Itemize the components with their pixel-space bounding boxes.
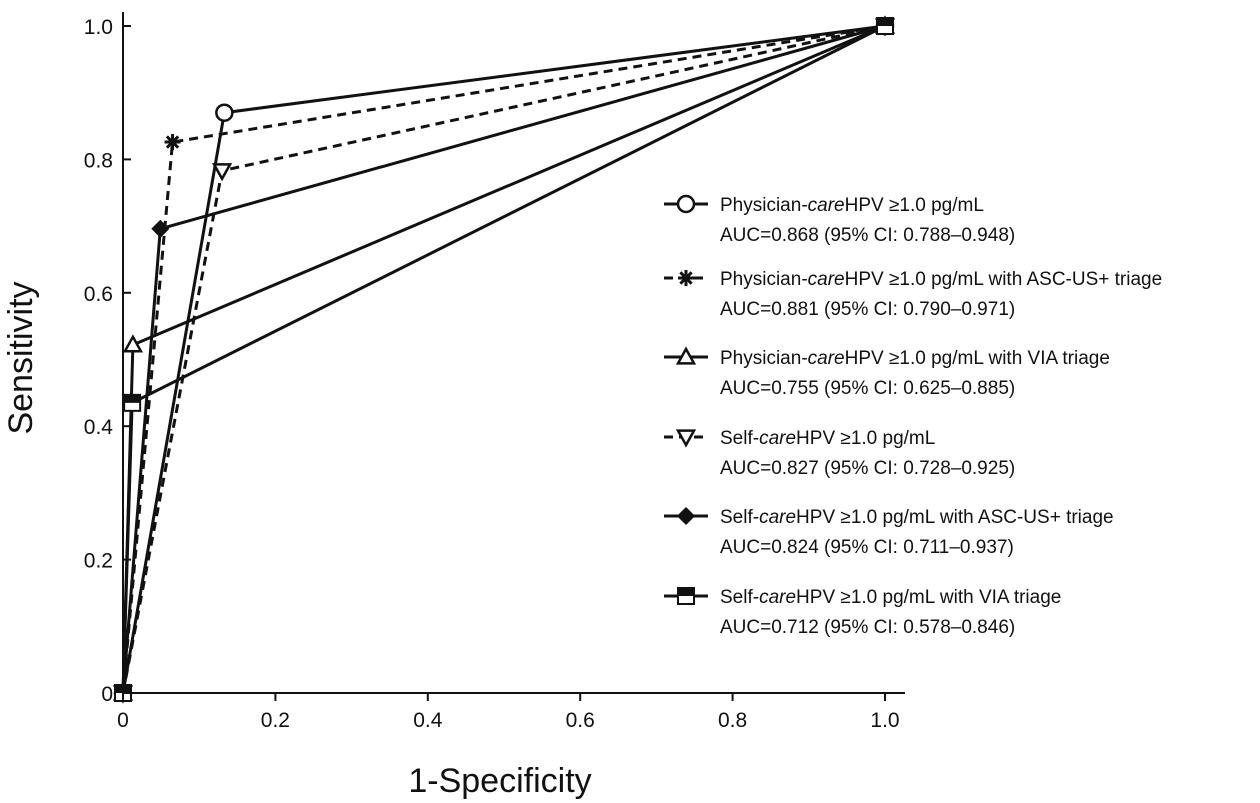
legend-label: Self-careHPV ≥1.0 pg/mL with VIA triage	[720, 587, 1061, 608]
axes-layer	[122, 12, 905, 694]
legend-label-suffix: HPV ≥1.0 pg/mL with VIA triage	[845, 348, 1110, 369]
legend-label-italic: care	[808, 195, 845, 216]
x-tick-label: 0.8	[718, 709, 747, 732]
legend-label-prefix: Self-	[720, 587, 759, 608]
y-axis-title: Sensitivity	[2, 281, 40, 434]
legend-label-italic: care	[759, 507, 796, 528]
legend-label-prefix: Physician-	[720, 348, 808, 369]
legend-auc: AUC=0.868 (95% CI: 0.788–0.948)	[720, 225, 1015, 246]
legend-item-4: Self-careHPV ≥1.0 pg/mL AUC=0.827 (95% CI…	[664, 428, 1015, 479]
legend-auc: AUC=0.824 (95% CI: 0.711–0.937)	[720, 537, 1014, 558]
legend-item-3: Physician-careHPV ≥1.0 pg/mL with VIA tr…	[664, 346, 1110, 399]
x-axis-title: 1-Specificity	[408, 762, 591, 800]
legend-label: Physician-careHPV ≥1.0 pg/mL	[720, 195, 984, 216]
legend-label-suffix: HPV ≥1.0 pg/mL with ASC-US+ triage	[845, 269, 1163, 290]
y-tick-label: 0.4	[84, 416, 114, 439]
legend-label-suffix: HPV ≥1.0 pg/mL	[845, 195, 984, 216]
y-tick-label: 1.0	[84, 16, 113, 39]
legend-label-suffix: HPV ≥1.0 pg/mL with ASC-US+ triage	[796, 507, 1114, 528]
y-tick-label: 0.8	[84, 149, 113, 172]
legend-label-italic: care	[759, 428, 796, 449]
y-tick-label: 0	[101, 683, 113, 706]
x-tick-label: 0.2	[261, 709, 290, 732]
y-tick-label: 0.6	[84, 283, 113, 306]
legend-auc: AUC=0.712 (95% CI: 0.578–0.846)	[720, 617, 1015, 638]
marker-square	[123, 393, 142, 412]
legend-item-2: Physician-careHPV ≥1.0 pg/mL with ASC-US…	[664, 269, 1162, 320]
legend-label-suffix: HPV ≥1.0 pg/mL	[796, 428, 935, 449]
x-tick-label: 1.0	[870, 709, 899, 732]
legend-label-suffix: HPV ≥1.0 pg/mL with VIA triage	[796, 587, 1061, 608]
marker-circle	[215, 103, 234, 122]
legend-auc: AUC=0.827 (95% CI: 0.728–0.925)	[720, 458, 1015, 479]
marker-diamond	[151, 219, 170, 238]
marker-diamond	[676, 506, 696, 526]
legend-item-5: Self-careHPV ≥1.0 pg/mL with ASC-US+ tri…	[664, 506, 1114, 558]
x-tick-label: 0.6	[566, 709, 595, 732]
legend-label-italic: care	[808, 348, 845, 369]
y-tick-label: 0.2	[84, 550, 113, 573]
legend-label: Self-careHPV ≥1.0 pg/mL with ASC-US+ tri…	[720, 507, 1114, 528]
x-tick-label: 0	[117, 709, 129, 732]
x-tick-label: 0.4	[413, 709, 443, 732]
legend-label-prefix: Physician-	[720, 269, 808, 290]
legend-item-6: Self-careHPV ≥1.0 pg/mL with VIA triage A…	[664, 587, 1061, 638]
ticks-layer: 0 0.2 0.4 0.6 0.8 1.0 0 0.2 0.4 0.6 0.8 1.0	[84, 16, 900, 732]
legend-auc: AUC=0.881 (95% CI: 0.790–0.971)	[720, 299, 1015, 320]
marker-triangle-down	[211, 163, 233, 182]
marker-asterisk	[164, 134, 181, 151]
legend-label-italic: care	[808, 269, 845, 290]
legend-auc: AUC=0.755 (95% CI: 0.625–0.885)	[720, 378, 1015, 399]
legend-label-prefix: Physician-	[720, 195, 808, 216]
marker-triangle-up	[675, 346, 697, 365]
marker-square	[677, 587, 695, 605]
series-line	[121, 24, 886, 694]
marker-square	[876, 17, 894, 35]
marker-asterisk	[678, 270, 694, 286]
legend-item-1: Physician-careHPV ≥1.0 pg/mL AUC=0.868 (9…	[664, 194, 1015, 246]
legend-label-italic: care	[759, 587, 796, 608]
legend-label-prefix: Self-	[720, 507, 759, 528]
marker-triangle-down	[675, 429, 697, 448]
legend-label: Physician-careHPV ≥1.0 pg/mL with VIA tr…	[720, 348, 1110, 369]
legend-label-prefix: Self-	[720, 428, 759, 449]
marker-circle	[676, 194, 696, 214]
legend-label: Self-careHPV ≥1.0 pg/mL	[720, 428, 935, 449]
marker-triangle-up	[122, 334, 144, 353]
legend-label: Physician-careHPV ≥1.0 pg/mL with ASC-US…	[720, 269, 1162, 290]
